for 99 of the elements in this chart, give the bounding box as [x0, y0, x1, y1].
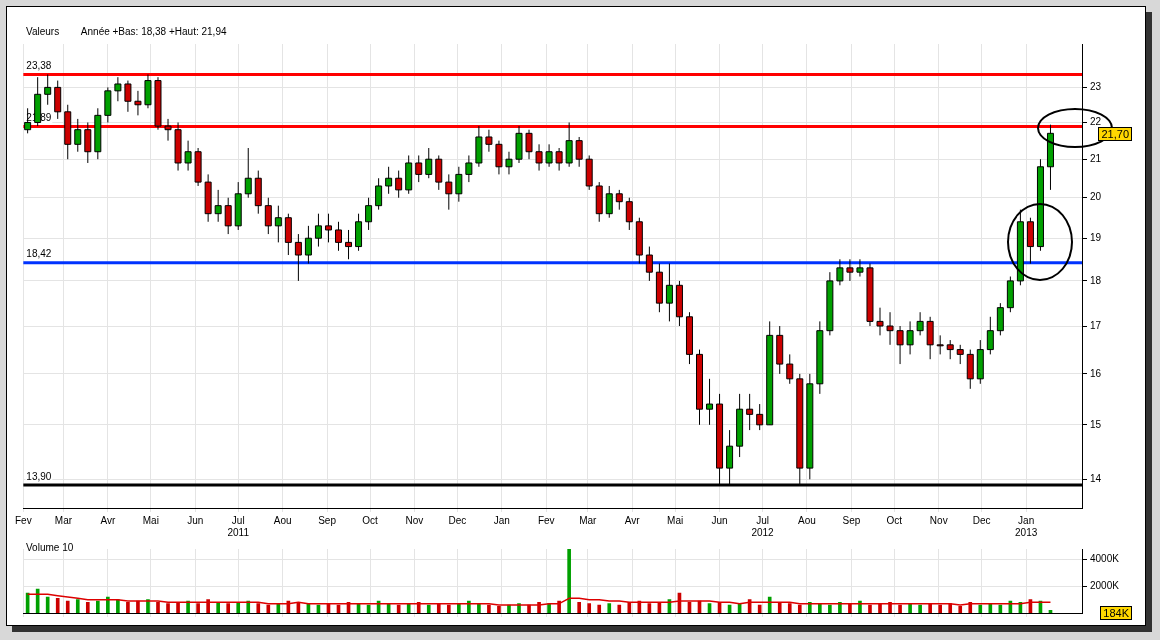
y-tick-label: 22 — [1090, 116, 1102, 128]
x-tick-label: Aou — [798, 514, 816, 526]
bar — [988, 603, 993, 613]
x-tick-label: Aou — [273, 514, 292, 526]
x-tick-label: Oct — [886, 514, 903, 526]
bar — [938, 604, 943, 613]
x-tick-label: Nov — [405, 514, 424, 526]
chart-title: Valeurs Année +Bas: 18,38 +Haut: 21,94 — [26, 26, 227, 37]
bar — [577, 602, 581, 613]
bar — [767, 596, 772, 613]
ref-line-label: 13,90 — [26, 470, 52, 482]
x-tick-label: Avr — [100, 514, 116, 526]
bar — [156, 602, 160, 613]
x-tick-label: Jan — [493, 514, 510, 526]
bar — [878, 603, 882, 613]
bar — [918, 604, 922, 613]
bar — [266, 604, 271, 613]
bar — [487, 604, 491, 613]
x-tick-label: Sep — [842, 514, 861, 526]
bar — [797, 604, 802, 613]
y-tick-label: 19 — [1090, 231, 1102, 243]
bar — [126, 602, 130, 613]
bar — [176, 602, 180, 613]
bar — [958, 606, 963, 613]
bar — [446, 604, 451, 613]
x-tick-label: Fev — [15, 514, 32, 526]
x-tick-label: Oct — [362, 514, 379, 526]
bar — [597, 604, 602, 613]
bar — [757, 604, 762, 613]
bar — [617, 604, 622, 613]
y-tick-label: 21 — [1090, 152, 1102, 164]
bar — [898, 604, 902, 613]
ref-line-label: 18,42 — [26, 248, 52, 260]
bar — [828, 604, 832, 613]
y-tick-label: 4000K — [1090, 553, 1120, 565]
bar — [65, 600, 70, 613]
y-tick-label: 23 — [1090, 81, 1102, 93]
bar — [848, 603, 852, 613]
x-tick-label: Fev — [537, 514, 555, 526]
bar — [226, 603, 231, 613]
bar — [246, 600, 251, 613]
x-tick-label: Mar — [579, 514, 598, 526]
bar — [256, 603, 261, 613]
bar — [166, 603, 170, 613]
bar — [627, 602, 632, 613]
bar — [136, 600, 140, 613]
y-tick-label: 14 — [1090, 473, 1102, 485]
bar — [838, 602, 842, 613]
ref-line-label: 23,38 — [26, 60, 52, 72]
x-tick-label: Jul 2011 — [227, 514, 250, 538]
y-tick-label: 20 — [1090, 191, 1102, 203]
bar — [978, 604, 983, 613]
bar — [216, 602, 220, 613]
bar — [85, 602, 90, 613]
x-tick-label: Dec — [448, 514, 467, 526]
bar — [888, 602, 892, 613]
text: 184K — [1100, 606, 1132, 620]
bar — [206, 599, 210, 613]
bar — [236, 602, 241, 613]
bar — [928, 603, 932, 613]
chart-title: Volume 10 — [26, 542, 74, 553]
bar — [777, 602, 782, 613]
x-tick-label: Mar — [54, 514, 73, 526]
y-tick-label: 15 — [1090, 418, 1102, 430]
bar — [567, 549, 571, 613]
bar — [426, 604, 431, 613]
x-tick-label: Nov — [929, 514, 948, 526]
bar — [787, 603, 792, 613]
x-tick-label: Jun — [711, 514, 728, 526]
y-tick-label: 16 — [1090, 367, 1102, 379]
bar — [818, 603, 822, 613]
bar — [96, 600, 100, 613]
x-tick-label: Mai — [142, 514, 159, 526]
y-tick-label: 17 — [1090, 319, 1102, 331]
x-tick-label: Jan 2013 — [1015, 514, 1038, 538]
x-tick-label: Jul 2012 — [751, 514, 775, 538]
bar — [45, 596, 50, 613]
bar — [868, 604, 872, 613]
x-tick-label: Avr — [624, 514, 641, 526]
bar — [186, 600, 190, 613]
x-tick-label: Dec — [972, 514, 991, 526]
y-tick-label: 18 — [1090, 274, 1102, 286]
bar — [106, 596, 110, 613]
bar — [908, 603, 912, 613]
y-tick-label: 2000K — [1090, 580, 1120, 592]
bar — [55, 598, 60, 613]
bar — [406, 603, 411, 613]
bar — [587, 603, 592, 613]
bar — [607, 603, 612, 613]
text: 21,70 — [1098, 127, 1132, 141]
x-tick-label: Sep — [318, 514, 337, 526]
bar — [416, 602, 421, 613]
x-tick-label: Jun — [187, 514, 204, 526]
bar — [196, 603, 200, 613]
bar — [75, 599, 80, 613]
bar — [807, 602, 812, 613]
bar — [497, 606, 501, 613]
x-tick-label: Mai — [667, 514, 684, 526]
candlestick — [335, 221, 342, 252]
